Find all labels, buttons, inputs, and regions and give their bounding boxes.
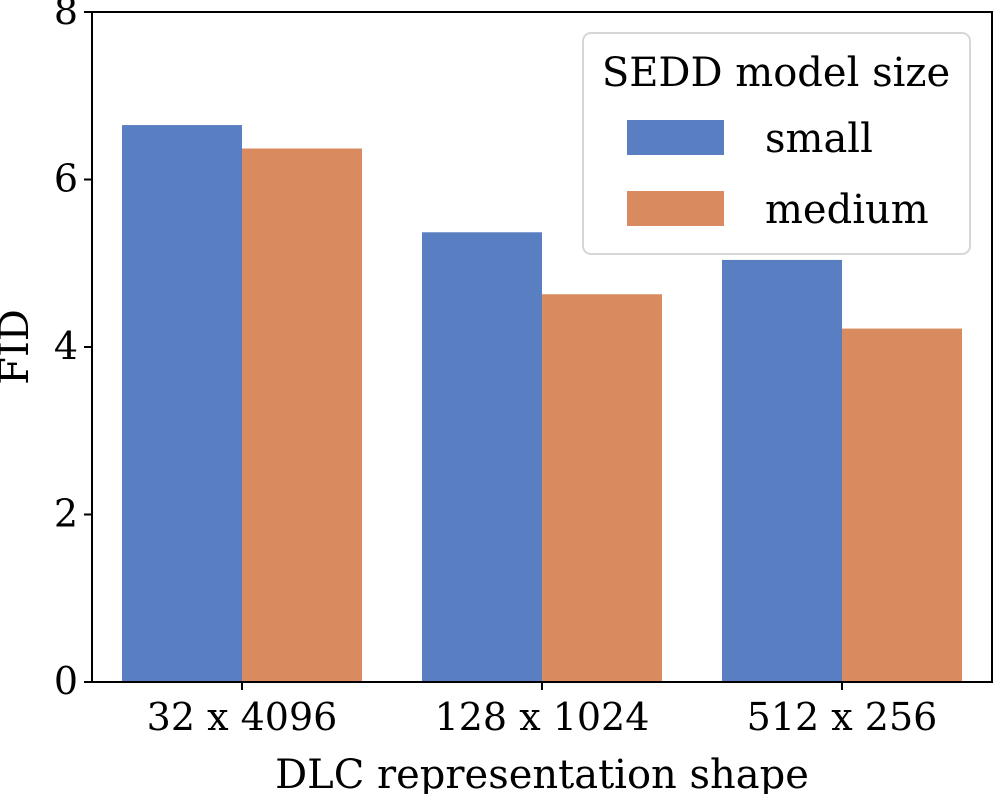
bar-small-2 xyxy=(722,259,842,682)
x-axis: 32 x 4096 128 x 1024 512 x 256 xyxy=(147,682,938,739)
bars-layer xyxy=(122,125,962,682)
bar-medium-2 xyxy=(842,328,962,682)
legend-label-medium: medium xyxy=(765,187,929,233)
y-tick-label-3: 6 xyxy=(54,157,78,201)
legend-swatch-medium xyxy=(627,191,724,226)
y-axis: 0 2 4 6 8 xyxy=(54,0,92,703)
x-tick-label-2: 512 x 256 xyxy=(747,695,938,739)
legend-label-small: small xyxy=(765,116,873,162)
legend: SEDD model size small medium xyxy=(582,32,971,255)
bar-small-1 xyxy=(422,232,542,682)
x-tick-label-1: 128 x 1024 xyxy=(435,695,650,739)
x-tick-label-0: 32 x 4096 xyxy=(147,695,338,739)
bar-small-0 xyxy=(122,125,242,682)
y-tick-label-4: 8 xyxy=(54,0,78,33)
y-tick-label-2: 4 xyxy=(54,324,78,368)
y-tick-label-1: 2 xyxy=(54,492,78,536)
bar-medium-1 xyxy=(542,294,662,682)
y-axis-title: FID xyxy=(0,309,38,385)
legend-title: SEDD model size xyxy=(602,50,950,96)
y-tick-label-0: 0 xyxy=(54,659,78,703)
x-axis-title: DLC representation shape xyxy=(275,752,809,794)
bar-medium-0 xyxy=(242,148,362,682)
legend-swatch-small xyxy=(627,120,724,155)
